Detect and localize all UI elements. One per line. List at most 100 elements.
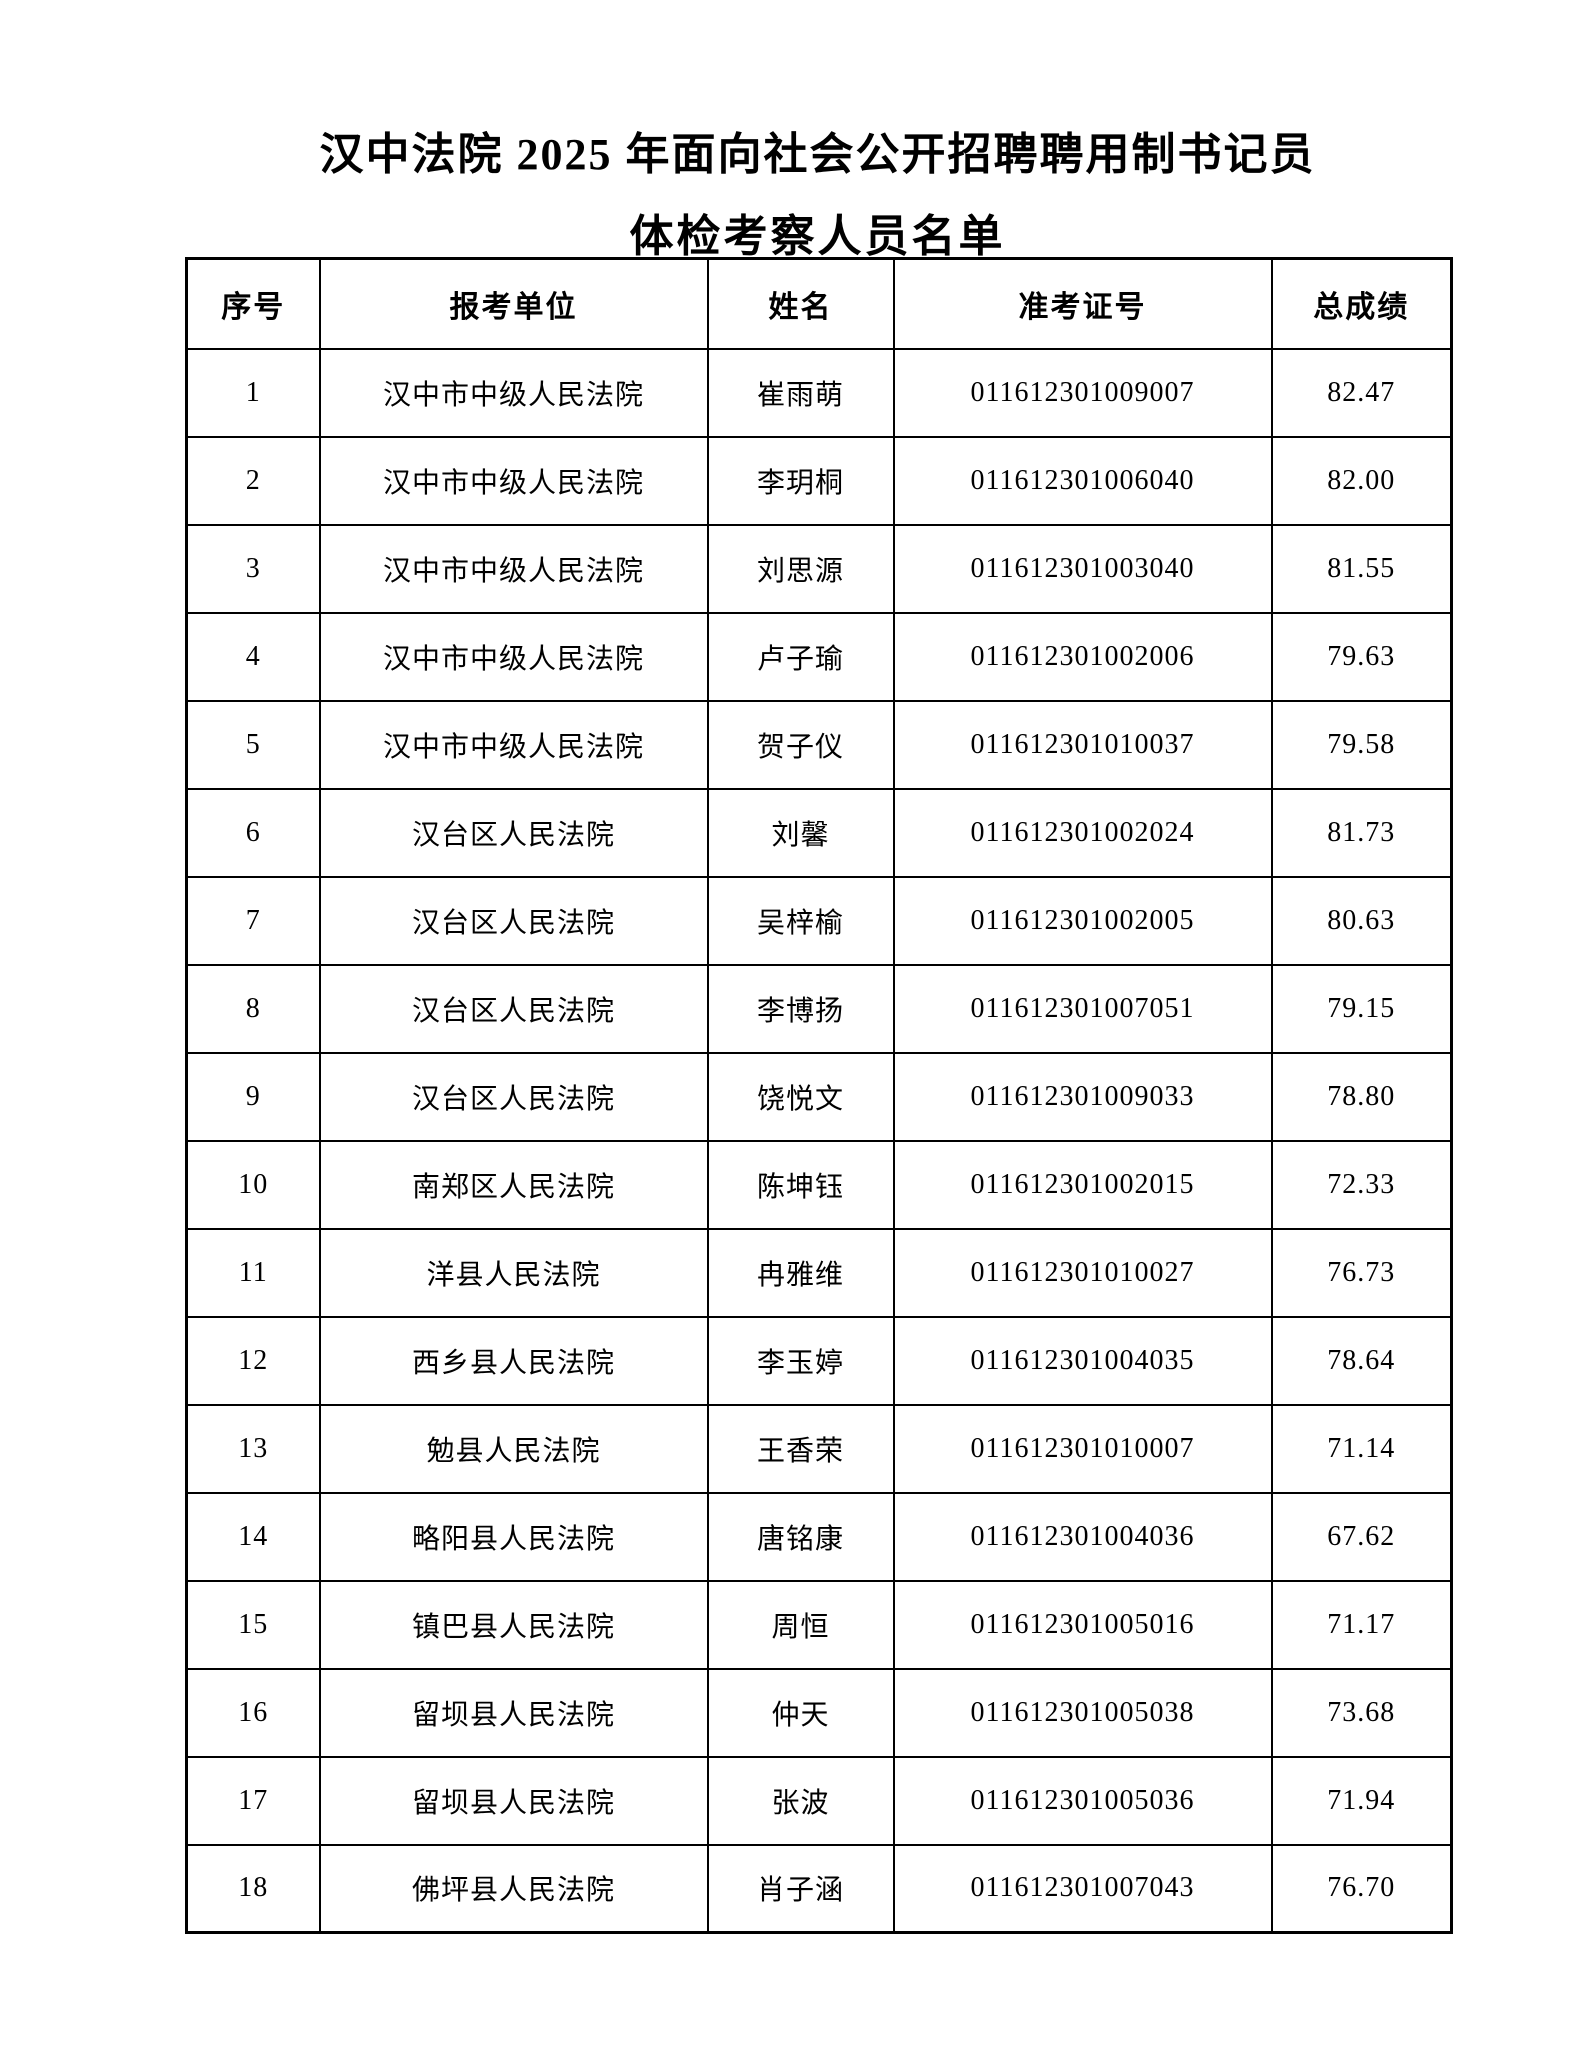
cell-name: 李玉婷 [706, 1315, 895, 1406]
table-row: 14 略阳县人民法院 唐铭康 011612301004036 67.62 [185, 1491, 1453, 1582]
cell-seq: 9 [185, 1051, 321, 1142]
table-row: 5 汉中市中级人民法院 贺子仪 011612301010037 79.58 [185, 699, 1453, 790]
cell-seq: 14 [185, 1491, 321, 1582]
cell-seq: 5 [185, 699, 321, 790]
cell-score: 78.64 [1270, 1315, 1453, 1406]
cell-unit: 汉台区人民法院 [318, 875, 709, 966]
cell-ticket: 011612301005016 [892, 1579, 1273, 1670]
cell-seq: 3 [185, 523, 321, 614]
cell-unit: 洋县人民法院 [318, 1227, 709, 1318]
cell-unit: 略阳县人民法院 [318, 1491, 709, 1582]
cell-name: 吴梓榆 [706, 875, 895, 966]
cell-ticket: 011612301007051 [892, 963, 1273, 1054]
cell-unit: 佛坪县人民法院 [318, 1843, 709, 1934]
cell-score: 67.62 [1270, 1491, 1453, 1582]
cell-name: 周恒 [706, 1579, 895, 1670]
cell-unit: 西乡县人民法院 [318, 1315, 709, 1406]
cell-ticket: 011612301006040 [892, 435, 1273, 526]
cell-ticket: 011612301010007 [892, 1403, 1273, 1494]
cell-unit: 汉中市中级人民法院 [318, 611, 709, 702]
cell-ticket: 011612301009007 [892, 347, 1273, 438]
cell-seq: 18 [185, 1843, 321, 1934]
cell-unit: 汉台区人民法院 [318, 963, 709, 1054]
table-row: 12 西乡县人民法院 李玉婷 011612301004035 78.64 [185, 1315, 1453, 1406]
cell-ticket: 011612301005038 [892, 1667, 1273, 1758]
cell-ticket: 011612301003040 [892, 523, 1273, 614]
cell-score: 79.63 [1270, 611, 1453, 702]
cell-score: 76.70 [1270, 1843, 1453, 1934]
table-row: 2 汉中市中级人民法院 李玥桐 011612301006040 82.00 [185, 435, 1453, 526]
cell-score: 71.94 [1270, 1755, 1453, 1846]
cell-unit: 南郑区人民法院 [318, 1139, 709, 1230]
table-row: 4 汉中市中级人民法院 卢子瑜 011612301002006 79.63 [185, 611, 1453, 702]
table-row: 15 镇巴县人民法院 周恒 011612301005016 71.17 [185, 1579, 1453, 1670]
cell-name: 张波 [706, 1755, 895, 1846]
cell-score: 76.73 [1270, 1227, 1453, 1318]
cell-ticket: 011612301002024 [892, 787, 1273, 878]
table-row: 13 勉县人民法院 王香荣 011612301010007 71.14 [185, 1403, 1453, 1494]
table-row: 7 汉台区人民法院 吴梓榆 011612301002005 80.63 [185, 875, 1453, 966]
table-row: 1 汉中市中级人民法院 崔雨萌 011612301009007 82.47 [185, 347, 1453, 438]
cell-seq: 8 [185, 963, 321, 1054]
cell-ticket: 011612301002015 [892, 1139, 1273, 1230]
table-row: 16 留坝县人民法院 仲天 011612301005038 73.68 [185, 1667, 1453, 1758]
cell-score: 80.63 [1270, 875, 1453, 966]
table-row: 18 佛坪县人民法院 肖子涵 011612301007043 76.70 [185, 1843, 1453, 1934]
table-header-row: 序号 报考单位 姓名 准考证号 总成绩 [185, 257, 1453, 350]
table-row: 9 汉台区人民法院 饶悦文 011612301009033 78.80 [185, 1051, 1453, 1142]
column-header-unit: 报考单位 [318, 257, 709, 350]
cell-name: 刘馨 [706, 787, 895, 878]
cell-unit: 留坝县人民法院 [318, 1667, 709, 1758]
cell-seq: 7 [185, 875, 321, 966]
cell-seq: 4 [185, 611, 321, 702]
table-row: 3 汉中市中级人民法院 刘思源 011612301003040 81.55 [185, 523, 1453, 614]
cell-name: 卢子瑜 [706, 611, 895, 702]
cell-name: 饶悦文 [706, 1051, 895, 1142]
cell-unit: 勉县人民法院 [318, 1403, 709, 1494]
cell-unit: 汉中市中级人民法院 [318, 347, 709, 438]
table-row: 11 洋县人民法院 冉雅维 011612301010027 76.73 [185, 1227, 1453, 1318]
cell-name: 陈坤钰 [706, 1139, 895, 1230]
document-subtitle: 体检考察人员名单 [629, 212, 1006, 261]
table-row: 10 南郑区人民法院 陈坤钰 011612301002015 72.33 [185, 1139, 1453, 1230]
cell-ticket: 011612301002006 [892, 611, 1273, 702]
cell-score: 78.80 [1270, 1051, 1453, 1142]
cell-unit: 镇巴县人民法院 [318, 1579, 709, 1670]
cell-ticket: 011612301010037 [892, 699, 1273, 790]
cell-seq: 13 [185, 1403, 321, 1494]
cell-name: 王香荣 [706, 1403, 895, 1494]
table-body: 1 汉中市中级人民法院 崔雨萌 011612301009007 82.47 2 汉中市中级人… [185, 347, 1453, 1934]
cell-name: 仲天 [706, 1667, 895, 1758]
cell-name: 李博扬 [706, 963, 895, 1054]
cell-score: 79.15 [1270, 963, 1453, 1054]
cell-score: 82.00 [1270, 435, 1453, 526]
cell-name: 崔雨萌 [706, 347, 895, 438]
cell-ticket: 011612301004036 [892, 1491, 1273, 1582]
table-row: 8 汉台区人民法院 李博扬 011612301007051 79.15 [185, 963, 1453, 1054]
document-title: 汉中法院 2025 年面向社会公开招聘聘用制书记员 [319, 130, 1316, 179]
cell-unit: 汉台区人民法院 [318, 787, 709, 878]
cell-score: 82.47 [1270, 347, 1453, 438]
cell-unit: 汉中市中级人民法院 [318, 699, 709, 790]
cell-seq: 16 [185, 1667, 321, 1758]
cell-ticket: 011612301002005 [892, 875, 1273, 966]
cell-score: 73.68 [1270, 1667, 1453, 1758]
cell-name: 李玥桐 [706, 435, 895, 526]
column-header-ticket: 准考证号 [892, 257, 1273, 350]
column-header-seq: 序号 [185, 257, 321, 350]
cell-unit: 汉中市中级人民法院 [318, 523, 709, 614]
cell-name: 肖子涵 [706, 1843, 895, 1934]
cell-name: 冉雅维 [706, 1227, 895, 1318]
cell-seq: 12 [185, 1315, 321, 1406]
column-header-name: 姓名 [706, 257, 895, 350]
cell-ticket: 011612301004035 [892, 1315, 1273, 1406]
cell-ticket: 011612301007043 [892, 1843, 1273, 1934]
table-row: 17 留坝县人民法院 张波 011612301005036 71.94 [185, 1755, 1453, 1846]
cell-seq: 11 [185, 1227, 321, 1318]
cell-seq: 17 [185, 1755, 321, 1846]
cell-name: 唐铭康 [706, 1491, 895, 1582]
cell-unit: 留坝县人民法院 [318, 1755, 709, 1846]
cell-name: 刘思源 [706, 523, 895, 614]
cell-unit: 汉中市中级人民法院 [318, 435, 709, 526]
